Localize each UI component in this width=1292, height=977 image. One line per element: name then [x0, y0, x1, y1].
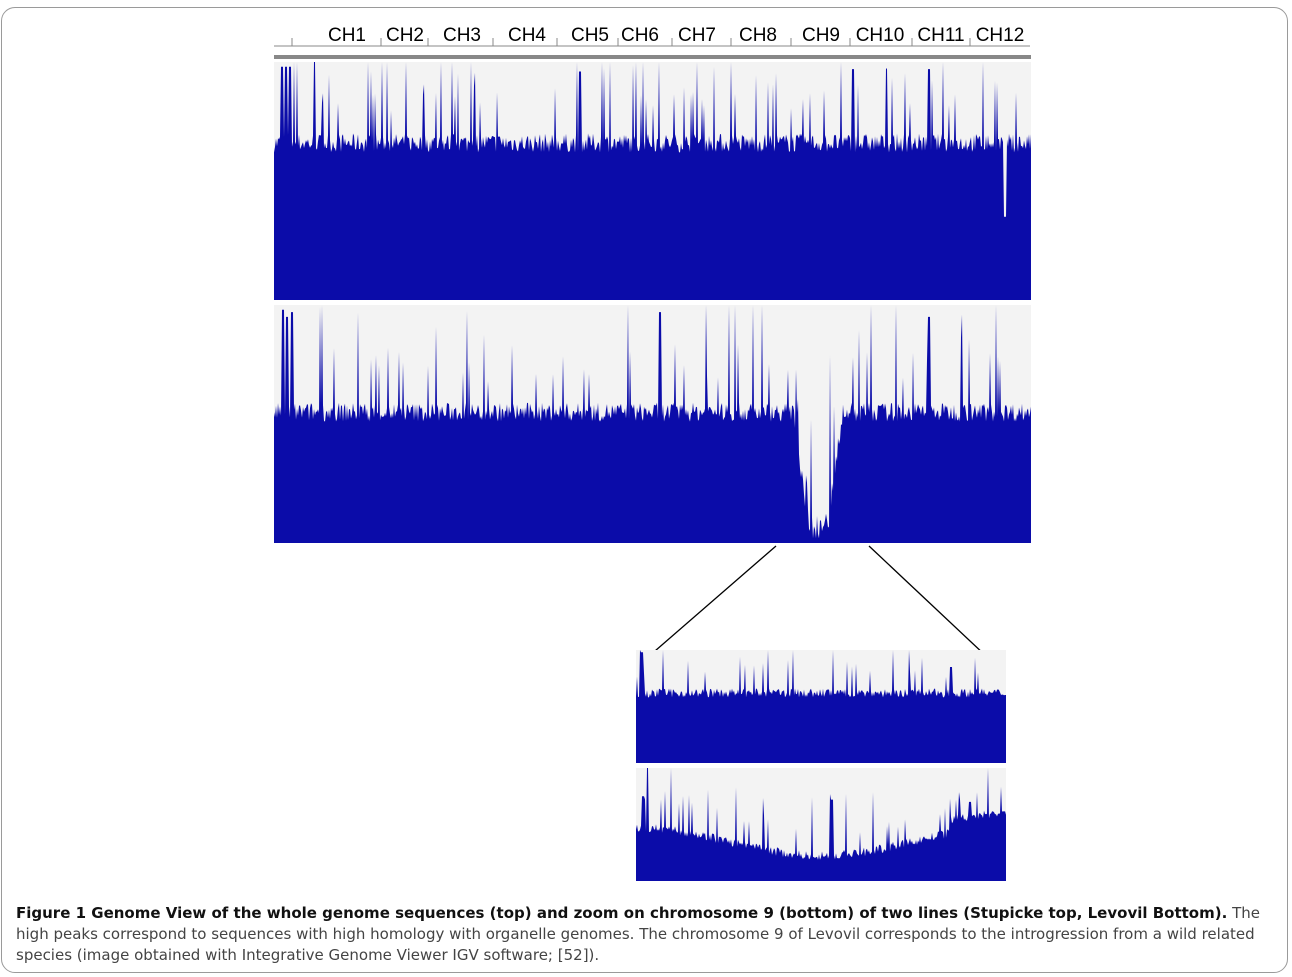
chromosome-label: CH1 [328, 25, 366, 46]
chromosome-label: CH11 [917, 25, 964, 46]
chromosome-label: CH2 [386, 25, 424, 46]
chromosome-label: CH6 [621, 25, 659, 46]
chromosome-label: CH5 [571, 25, 609, 46]
caption-body: The high peaks correspond to sequences w… [16, 904, 1260, 964]
zoom-track-levovil-ch9 [636, 768, 1006, 881]
chromosome-label: CH10 [856, 25, 905, 46]
chromosome-label: CH3 [443, 25, 481, 46]
coverage-area [636, 650, 1006, 763]
track-levovil-genome [274, 305, 1031, 543]
chromosome-label: CH12 [976, 25, 1025, 46]
chromosome-label: CH9 [802, 25, 840, 46]
coverage-area [274, 62, 1031, 300]
zoom-line-left [639, 545, 777, 665]
chromosome-label: CH7 [678, 25, 716, 46]
caption-title: Figure 1 Genome View of the whole genome… [16, 904, 1228, 922]
figure-caption: Figure 1 Genome View of the whole genome… [16, 903, 1278, 966]
chromosome-ruler: CH1 CH2 CH3 CH4 CH5 CH6 CH7 CH8 CH9 CH10 CH11 CH12 [274, 25, 1031, 59]
coverage-area [636, 768, 1006, 881]
zoom-track-stupicke-ch9 [636, 650, 1006, 763]
track-stupicke-genome [274, 62, 1031, 300]
coverage-area [274, 305, 1031, 543]
figure-graphic: CH1 CH2 CH3 CH4 CH5 CH6 CH7 CH8 CH9 CH10 CH11 CH12 [274, 25, 1031, 881]
chromosome-label: CH8 [739, 25, 777, 46]
chromosome-label: CH4 [508, 25, 546, 46]
figure-frame [1, 7, 1288, 973]
